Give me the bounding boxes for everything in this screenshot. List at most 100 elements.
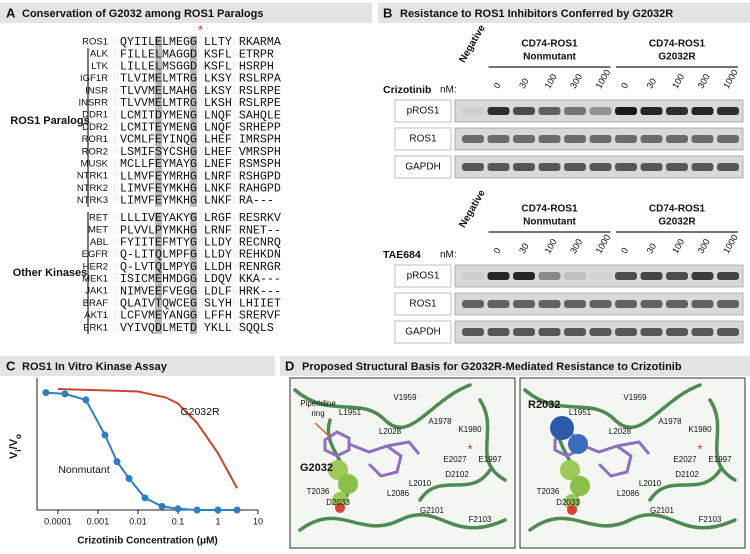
- data-point: [174, 505, 182, 513]
- blot-strip: [454, 99, 744, 123]
- residue-tag: D2033: [326, 498, 350, 507]
- residue-tag: L2086: [617, 489, 640, 498]
- blot-band: [717, 135, 739, 143]
- protein-name: ERK1: [83, 322, 108, 333]
- residue-tag: K1980: [688, 425, 712, 434]
- protein-name: MET: [88, 225, 108, 236]
- protein-name: DDR1: [82, 110, 108, 121]
- row-label: pROS1: [407, 271, 440, 282]
- residue-tag: L2010: [639, 479, 662, 488]
- panel-title: Conservation of G2032 among ROS1 Paralog…: [22, 8, 263, 20]
- y-label-part: i: [14, 449, 23, 451]
- residue-tag: D2033: [556, 498, 580, 507]
- residue-tag: L2010: [409, 479, 432, 488]
- sequence: PLIMVFEYMKHGDLNKFLRA---: [113, 194, 274, 208]
- group-sub: Nonmutant: [523, 217, 576, 228]
- row-label: pROS1: [407, 106, 440, 117]
- concentration: 0: [619, 246, 630, 255]
- group-name: CD74-ROS1: [521, 39, 578, 50]
- concentration: 30: [645, 242, 659, 256]
- ribbon: [523, 383, 737, 532]
- sphere: [560, 460, 580, 480]
- data-point: [141, 494, 149, 502]
- row-label: GAPDH: [405, 327, 441, 338]
- residue-tag: E2027: [443, 455, 467, 464]
- residue-tag: G2101: [650, 506, 675, 515]
- residue-tag: V1959: [623, 393, 647, 402]
- invariant-column: [197, 35, 204, 207]
- blot-band: [513, 300, 535, 308]
- blot-band: [640, 107, 663, 115]
- conserved-column: [190, 211, 197, 334]
- blot-band: [513, 107, 535, 115]
- residue-tag: L2086: [387, 489, 410, 498]
- data-point: [214, 506, 222, 514]
- protein-name: HER2: [83, 261, 108, 272]
- blot-band: [666, 328, 688, 336]
- blot-band: [666, 163, 688, 171]
- panel-title: ROS1 In Vitro Kinase Assay: [22, 361, 168, 373]
- residue-tag: E1997: [478, 455, 502, 464]
- sphere: [567, 505, 577, 515]
- blot-band: [717, 300, 739, 308]
- protein-name: ROS1: [82, 37, 108, 48]
- blot-band: [717, 107, 739, 115]
- blot-band: [538, 107, 561, 115]
- conserved-column: [190, 35, 197, 207]
- drug-name: TAE684: [383, 249, 421, 261]
- blot-band: [462, 135, 484, 143]
- y-label-part: V: [8, 451, 20, 459]
- data-point: [233, 506, 241, 514]
- panel-letter: D: [285, 358, 294, 373]
- data-point: [42, 389, 50, 397]
- group-label: Other Kinases: [13, 267, 88, 279]
- blot-band: [564, 163, 586, 171]
- residue-label: G2032: [300, 462, 333, 474]
- panel-letter: B: [383, 5, 392, 20]
- blot-band: [462, 272, 484, 280]
- blot-band: [615, 300, 637, 308]
- blot-band: [513, 135, 535, 143]
- residue-tag: G2101: [420, 506, 445, 515]
- protein-name: IGF1R: [80, 73, 108, 84]
- residue-tag: A1978: [428, 417, 452, 426]
- sphere: [338, 474, 358, 494]
- residue-tag: L2028: [379, 427, 402, 436]
- protein-name: BRAF: [83, 298, 109, 309]
- blot-band: [640, 163, 663, 171]
- panel-title: Resistance to ROS1 Inhibitors Conferred …: [400, 8, 673, 20]
- blot-band: [691, 300, 714, 308]
- blot-band: [691, 135, 714, 143]
- row-label-box: [394, 99, 452, 123]
- residue-tag: *: [467, 441, 472, 456]
- blot-band: [717, 328, 739, 336]
- ligand-sticks: [323, 430, 421, 478]
- x-tick-label: 0.1: [172, 516, 185, 526]
- protein-name: JAK1: [85, 286, 108, 297]
- conserved-column: [155, 35, 162, 207]
- blot-band: [691, 272, 714, 280]
- row-label: GAPDH: [405, 162, 441, 173]
- protein-name: ROR2: [82, 146, 108, 157]
- series-label: G2032R: [180, 406, 220, 418]
- blot-band: [589, 163, 612, 171]
- residue-tag: L1951: [569, 408, 592, 417]
- concentration: 0: [492, 81, 503, 90]
- data-point: [193, 506, 201, 514]
- group-sub: Nonmutant: [523, 52, 576, 63]
- protein-name: INSRR: [78, 98, 108, 109]
- sphere: [568, 434, 588, 454]
- protein-name: NTRK1: [77, 171, 108, 182]
- blot-band: [589, 107, 612, 115]
- y-label-part: /V: [8, 438, 20, 449]
- data-point: [125, 475, 133, 483]
- blot-band: [513, 163, 535, 171]
- protein-name: RET: [89, 213, 108, 224]
- residue-tag: F2103: [699, 515, 722, 524]
- group-label: ROS1 Paralogs: [10, 115, 89, 127]
- row-label: ROS1: [409, 299, 437, 310]
- residue-tag: T2036: [537, 487, 560, 496]
